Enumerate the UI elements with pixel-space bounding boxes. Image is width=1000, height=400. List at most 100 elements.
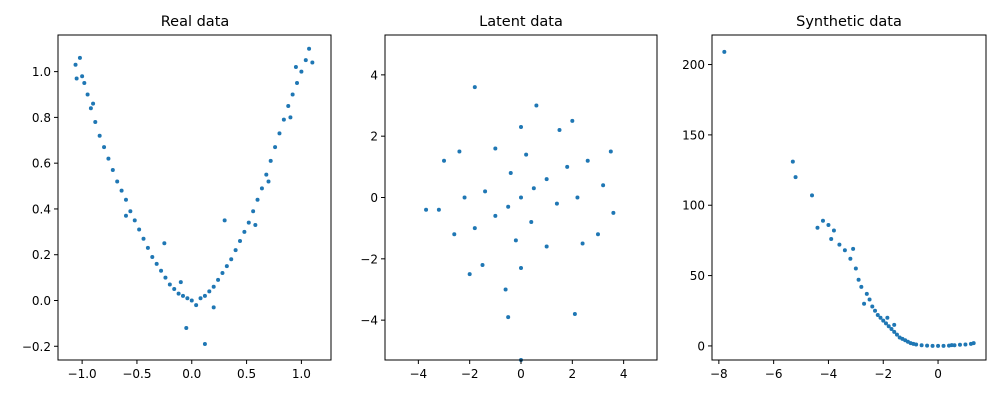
- data-point: [119, 188, 124, 193]
- x-tick-label: 2: [569, 367, 577, 381]
- x-axis-ticks: −1.0 −0.5 0.0 0.5 1.0: [68, 360, 311, 381]
- data-point: [457, 149, 462, 154]
- data-point: [941, 343, 946, 348]
- data-point: [424, 207, 429, 212]
- data-point: [185, 296, 190, 301]
- data-point: [892, 329, 897, 334]
- data-point: [286, 103, 291, 108]
- data-point: [194, 303, 199, 308]
- data-point: [74, 76, 79, 81]
- y-tick-label: 0: [370, 191, 378, 205]
- y-tick-label: 0.2: [32, 248, 51, 262]
- data-point: [189, 298, 194, 303]
- data-point: [557, 128, 562, 133]
- data-point: [288, 115, 293, 120]
- data-point: [925, 343, 930, 348]
- data-point: [436, 207, 441, 212]
- data-point: [722, 49, 727, 54]
- data-point: [875, 312, 880, 317]
- data-point: [264, 172, 269, 177]
- y-tick-label: 50: [690, 269, 705, 283]
- data-point: [506, 315, 511, 320]
- data-point: [480, 262, 485, 267]
- data-point: [544, 244, 549, 249]
- scatter-points: [424, 85, 616, 362]
- data-point: [102, 145, 107, 150]
- data-point: [467, 272, 472, 277]
- panel-latent-data: Latent data −4 −2 0 2 4 −4 −2 0 2 4: [360, 14, 658, 381]
- data-point: [110, 168, 115, 173]
- data-point: [810, 193, 815, 198]
- data-point: [894, 332, 899, 337]
- data-point: [859, 284, 864, 289]
- panel-title: Real data: [161, 14, 230, 30]
- data-point: [565, 164, 570, 169]
- data-point: [93, 119, 98, 124]
- data-point: [246, 220, 251, 225]
- data-point: [123, 197, 128, 202]
- x-tick-label: −0.5: [122, 367, 151, 381]
- data-point: [163, 275, 168, 280]
- data-point: [222, 218, 227, 223]
- data-point: [919, 343, 924, 348]
- data-point: [128, 209, 133, 214]
- data-point: [851, 246, 856, 251]
- data-point: [595, 232, 600, 237]
- data-point: [233, 248, 238, 253]
- data-point: [85, 92, 90, 97]
- data-point: [867, 297, 872, 302]
- x-axis-ticks: −4 −2 0 2 4: [410, 360, 627, 381]
- data-point: [529, 220, 534, 225]
- data-point: [106, 156, 111, 161]
- data-point: [216, 277, 221, 282]
- data-point: [162, 241, 167, 246]
- data-point: [862, 301, 867, 306]
- x-tick-label: −4: [820, 367, 838, 381]
- plot-area-frame: [57, 34, 332, 361]
- plot-area-frame: [711, 34, 987, 361]
- data-point: [259, 186, 264, 191]
- y-tick-label: −2: [360, 252, 378, 266]
- y-tick-label: 0.6: [32, 157, 51, 171]
- data-point: [831, 228, 836, 233]
- data-point: [123, 213, 128, 218]
- data-point: [519, 124, 523, 129]
- panel-title: Synthetic data: [796, 14, 902, 30]
- data-point: [829, 237, 834, 241]
- data-point: [172, 287, 177, 292]
- data-point: [848, 256, 853, 261]
- data-point: [207, 289, 212, 294]
- y-tick-label: 100: [682, 199, 705, 213]
- data-point: [238, 238, 242, 243]
- y-tick-label: −0.2: [22, 340, 51, 354]
- data-point: [224, 264, 229, 269]
- data-point: [442, 158, 447, 163]
- data-point: [570, 118, 575, 123]
- x-tick-label: −2: [461, 367, 479, 381]
- data-point: [253, 222, 258, 227]
- data-point: [881, 318, 886, 323]
- data-point: [911, 341, 916, 346]
- data-point: [472, 226, 477, 231]
- data-point: [864, 291, 869, 296]
- data-point: [88, 106, 93, 111]
- x-tick-label: −2: [874, 367, 892, 381]
- x-tick-label: −1.0: [68, 367, 97, 381]
- y-axis-ticks: −0.2 0.0 0.2 0.4 0.6 0.8 1.0: [22, 65, 58, 354]
- data-point: [544, 177, 549, 182]
- panel-title: Latent data: [479, 14, 563, 30]
- data-point: [601, 183, 606, 188]
- data-point: [611, 210, 616, 215]
- x-tick-label: −8: [710, 367, 728, 381]
- data-point: [826, 222, 831, 227]
- data-point: [513, 238, 518, 243]
- data-point: [534, 103, 539, 108]
- data-point: [506, 204, 511, 209]
- data-point: [853, 266, 858, 271]
- data-point: [202, 293, 207, 298]
- data-point: [229, 257, 234, 262]
- data-point: [154, 261, 159, 266]
- data-point: [878, 315, 883, 320]
- data-point: [793, 175, 798, 180]
- y-tick-label: −4: [360, 314, 378, 328]
